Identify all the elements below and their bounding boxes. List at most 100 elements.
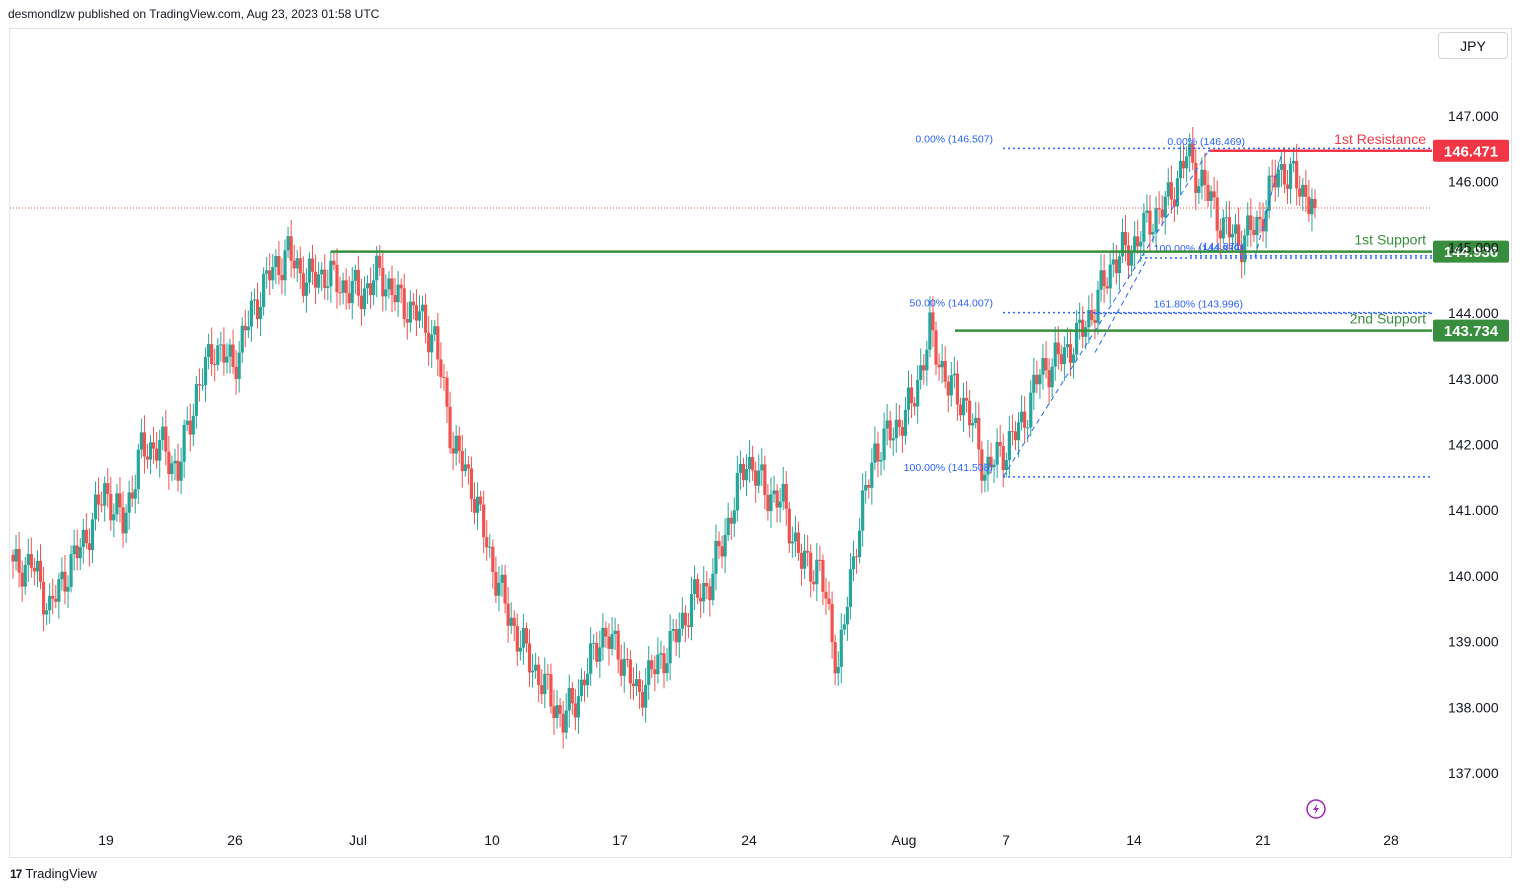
candle-body <box>75 545 79 559</box>
candle-body <box>417 311 422 321</box>
candle-body <box>506 603 510 626</box>
level-price-tag <box>1433 319 1509 342</box>
candle-body <box>625 658 629 660</box>
fib-level-label: 161.80% (143.996) <box>1154 298 1243 310</box>
fib-level-label: (144.871) <box>1199 241 1244 253</box>
candle-body <box>980 449 984 481</box>
candle-body <box>427 332 431 353</box>
candle-body <box>564 710 568 733</box>
candle-body <box>155 448 159 461</box>
candle-body <box>1114 259 1118 274</box>
candle-body <box>338 292 342 294</box>
lightning-alert-icon[interactable] <box>1306 799 1326 819</box>
candle-body <box>995 442 999 465</box>
candle-body <box>949 375 953 396</box>
candle-body <box>1261 219 1265 232</box>
candle-body <box>916 379 920 407</box>
candle-body <box>647 660 651 686</box>
candle-body <box>787 508 791 544</box>
candle-body <box>567 687 571 711</box>
candle-body <box>197 384 202 386</box>
candle-body <box>136 449 140 490</box>
candle-body <box>851 556 856 570</box>
candle-body <box>637 679 642 692</box>
candle-body <box>390 278 394 296</box>
candle-body <box>628 659 632 684</box>
candle-body <box>133 489 137 499</box>
price-axis[interactable]: 147.000 146.000 145.000 144.000 143.000 142.0… <box>1448 108 1499 781</box>
candle-body <box>11 554 15 562</box>
candle-body <box>26 553 30 565</box>
x-tick-label: 14 <box>1126 832 1142 848</box>
candle-body <box>595 642 599 662</box>
candle-body <box>708 586 712 601</box>
y-tick-label: 147.000 <box>1448 108 1499 124</box>
candle-body <box>1059 354 1063 365</box>
candle-body <box>735 472 739 511</box>
candle-body <box>48 595 52 611</box>
candle-body <box>185 420 189 425</box>
candle-body <box>219 344 223 346</box>
candle-body <box>1166 182 1170 197</box>
y-tick-label: 146.000 <box>1448 174 1499 190</box>
candle-body <box>96 494 101 505</box>
candle-body <box>323 269 327 289</box>
candle-body <box>778 501 782 508</box>
candle-body <box>796 532 801 554</box>
candle-body <box>41 581 46 615</box>
candle-body <box>806 550 810 553</box>
candle-body <box>381 267 385 297</box>
candle-body <box>943 360 947 382</box>
candle-body <box>983 474 987 481</box>
candle-body <box>754 470 758 486</box>
x-tick-label: Aug <box>892 832 917 848</box>
fib-trend-line <box>1002 148 1211 478</box>
candle-body <box>1191 143 1195 163</box>
fib-level-label: 0.00% (146.507) <box>915 133 993 145</box>
candle-body <box>277 256 281 275</box>
candle-body <box>711 573 715 601</box>
candle-body <box>946 381 950 396</box>
candle-body <box>1313 198 1317 208</box>
candle-body <box>864 484 868 491</box>
candle-body <box>934 330 938 365</box>
candle-body <box>903 409 908 436</box>
candle-body <box>680 612 684 629</box>
candle-body <box>1169 182 1173 200</box>
candle-body <box>213 364 217 366</box>
y-tick-label: 144.000 <box>1448 305 1499 321</box>
candle-body <box>255 299 260 320</box>
candle-body <box>1282 164 1287 185</box>
candle-body <box>457 435 461 452</box>
candle-body <box>989 456 993 468</box>
candle-body <box>616 630 620 660</box>
candle-body <box>69 554 73 587</box>
fib-level-label: 100.00% (141.508) <box>904 462 993 474</box>
candle-body <box>858 530 862 558</box>
candle-body <box>1295 160 1299 189</box>
candle-body <box>968 400 972 426</box>
candle-body <box>1307 196 1311 215</box>
time-axis[interactable]: 19 26 Jul 10 17 24 Aug 7 14 21 28 <box>98 832 1399 848</box>
candle-body <box>307 258 312 283</box>
candle-body <box>439 359 443 377</box>
currency-selector[interactable]: JPY <box>1438 32 1508 59</box>
candle-body <box>500 574 504 583</box>
candle-body <box>534 664 538 671</box>
candle-body <box>420 304 425 312</box>
candle-body <box>222 344 226 363</box>
candle-body <box>573 703 577 718</box>
candle-body <box>66 586 70 592</box>
candle-body <box>689 594 694 628</box>
candle-body <box>1019 411 1024 423</box>
candle-body <box>757 470 761 486</box>
candle-body <box>558 705 562 714</box>
candle-body <box>329 260 333 287</box>
candle-body <box>378 255 382 268</box>
candle-body <box>818 559 822 561</box>
candle-body <box>674 629 678 643</box>
candle-body <box>475 496 480 513</box>
candle-body <box>766 495 770 512</box>
candle-body <box>240 325 244 353</box>
